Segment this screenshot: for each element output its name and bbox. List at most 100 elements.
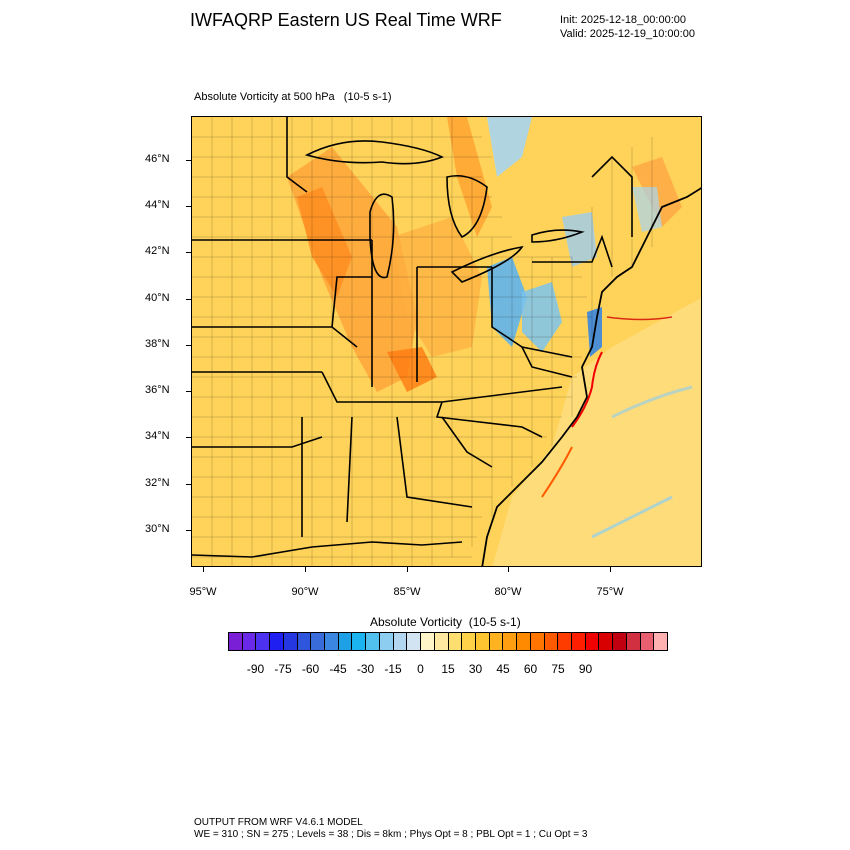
colorbar-label: -60 (301, 662, 320, 676)
lat-label-40n: 40°N (145, 292, 170, 304)
lake-erie (450, 245, 524, 283)
colorbar-swatch (503, 633, 518, 650)
state-borders (192, 117, 633, 537)
colorbar-label: 45 (496, 662, 510, 676)
colorbar-label: 75 (551, 662, 565, 676)
colorbar-swatch (613, 633, 627, 650)
lon-label-75w: 75°W (596, 586, 624, 598)
colorbar-swatch (407, 633, 422, 650)
model-config: WE = 310 ; SN = 275 ; Levels = 38 ; Dis … (194, 829, 588, 840)
valid-time: Valid: 2025-12-19_10:00:00 (560, 28, 695, 40)
atlantic-field (492, 298, 701, 566)
colorbar-swatch (448, 633, 463, 650)
colorbar-swatch (654, 633, 667, 650)
colorbar-label: -15 (384, 662, 402, 676)
vorticity-band-east (392, 217, 482, 357)
colorbar-swatch (489, 633, 504, 650)
colorbar-label: 30 (468, 662, 483, 676)
lat-tick (186, 345, 191, 346)
colorbar-swatch (599, 633, 614, 650)
lat-label-44n: 44°N (145, 199, 170, 211)
lat-tick (186, 160, 191, 161)
colorbar-swatch (571, 633, 586, 650)
lat-tick (186, 299, 191, 300)
colorbar-swatch (434, 633, 449, 650)
colorbar-swatch (366, 633, 380, 650)
vorticity-map (191, 116, 702, 567)
lon-label-80w: 80°W (494, 586, 522, 598)
colorbar-label: -75 (274, 662, 292, 676)
lon-tick (305, 567, 306, 572)
lon-tick (407, 567, 408, 572)
lon-tick (508, 567, 509, 572)
lake-michigan (369, 193, 395, 279)
lat-label-42n: 42°N (145, 245, 170, 257)
lat-label-36n: 36°N (145, 384, 170, 396)
lat-tick (186, 437, 191, 438)
colorbar-swatch (270, 633, 284, 650)
lon-label-90w: 90°W (291, 586, 319, 598)
lat-label-30n: 30°N (145, 523, 170, 535)
colorbar-label: 0 (417, 662, 424, 676)
map-canvas (192, 117, 701, 566)
field-subtitle: Absolute Vorticity at 500 hPa (10-5 s-1) (194, 91, 392, 103)
lat-tick (186, 252, 191, 253)
colorbar-swatch (297, 633, 312, 650)
atlantic-coastline (481, 187, 701, 566)
atlantic-negative-streak-2 (611, 385, 693, 419)
colorbar-swatch (475, 633, 490, 650)
colorbar-swatch (311, 633, 326, 650)
colorbar-label: 15 (441, 662, 455, 676)
colorbar-swatch (421, 633, 435, 650)
lon-tick (203, 567, 204, 572)
colorbar-label: -45 (329, 662, 347, 676)
colorbar-swatch (517, 633, 531, 650)
colorbar-swatch (393, 633, 408, 650)
offshore-vorticity-line (606, 316, 673, 321)
colorbar-swatch (256, 633, 271, 650)
colorbar-label: 90 (578, 662, 593, 676)
vorticity-max-wisconsin (297, 187, 352, 297)
colorbar-title: Absolute Vorticity (10-5 s-1) (370, 615, 521, 629)
colorbar-swatch (640, 633, 655, 650)
lat-label-32n: 32°N (145, 477, 170, 489)
model-version: OUTPUT FROM WRF V4.6.1 MODEL (194, 817, 363, 828)
init-time: Init: 2025-12-18_00:00:00 (560, 14, 686, 26)
colorbar-swatch (242, 633, 257, 650)
negative-vorticity-new-york (562, 212, 597, 267)
carolina-coast-vorticity-line (541, 446, 573, 498)
colorbar (228, 632, 668, 651)
lake-ontario (531, 229, 585, 243)
colorbar-swatch (352, 633, 367, 650)
negative-vorticity-appalachian (487, 257, 527, 347)
colorbar-swatch (325, 633, 339, 650)
lat-tick (186, 391, 191, 392)
lat-label-38n: 38°N (145, 338, 170, 350)
colorbar-swatch (379, 633, 394, 650)
negative-vorticity-ontario (487, 117, 532, 177)
colorbar-swatch (462, 633, 476, 650)
colorbar-swatch (558, 633, 572, 650)
gulf-coastline (192, 541, 463, 558)
lat-label-34n: 34°N (145, 430, 170, 442)
lon-tick (610, 567, 611, 572)
lake-huron (446, 174, 488, 239)
colorbar-swatch (283, 633, 298, 650)
colorbar-swatch (626, 633, 641, 650)
colorbar-swatch (530, 633, 545, 650)
lat-tick (186, 530, 191, 531)
colorbar-swatch (338, 633, 353, 650)
lon-label-85w: 85°W (393, 586, 421, 598)
colorbar-swatch (544, 633, 559, 650)
lat-tick (186, 484, 191, 485)
atlantic-negative-streak (591, 495, 673, 539)
lat-label-46n: 46°N (145, 153, 170, 165)
colorbar-label: 60 (523, 662, 538, 676)
lake-superior (304, 140, 444, 165)
colorbar-label: -30 (356, 662, 375, 676)
map-title: IWFAQRP Eastern US Real Time WRF (190, 10, 502, 30)
coastal-vorticity-line (571, 351, 603, 428)
lat-tick (186, 206, 191, 207)
great-lakes-outlines (304, 140, 585, 283)
lon-label-95w: 95°W (189, 586, 217, 598)
